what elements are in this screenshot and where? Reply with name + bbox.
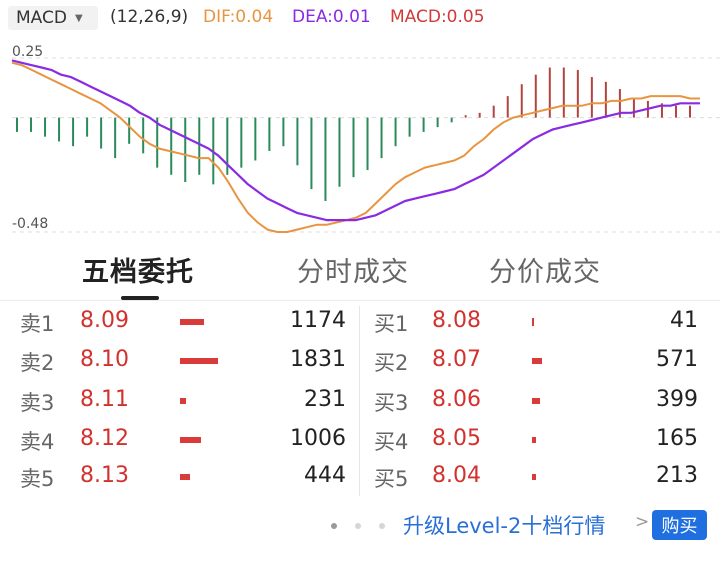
order-volume: 165 (656, 426, 698, 451)
order-volume: 399 (656, 387, 698, 412)
volume-bar (180, 358, 218, 364)
volume-bar (532, 358, 542, 364)
page-dot (379, 523, 385, 529)
buy-button[interactable]: 购买 (652, 510, 707, 540)
order-price: 8.05 (432, 426, 481, 451)
footer: 升级Level-2十档行情 > 购买 (0, 506, 720, 542)
sell-row: 卖1 8.09 1174 (0, 304, 358, 340)
order-price: 8.07 (432, 347, 481, 372)
buy-row: 买5 8.04 213 (360, 459, 720, 495)
order-level-label: 卖2 (20, 351, 55, 375)
volume-bar (180, 319, 204, 325)
page-dot (355, 523, 361, 529)
order-price: 8.12 (80, 426, 129, 451)
indicator-select[interactable]: MACD ▼ (8, 6, 98, 30)
sell-row: 卖3 8.11 231 (0, 383, 358, 419)
order-price: 8.09 (80, 308, 129, 333)
axis-label-bottom: -0.48 (12, 216, 49, 232)
order-price: 8.06 (432, 387, 481, 412)
dif-line (11, 61, 700, 233)
dea-line (11, 59, 700, 222)
order-volume: 213 (656, 463, 698, 488)
buy-row: 买1 8.08 41 (360, 304, 720, 340)
order-price: 8.10 (80, 347, 129, 372)
order-level-label: 卖3 (20, 391, 55, 415)
macd-params: (12,26,9) (110, 7, 189, 27)
buy-row: 买2 8.07 571 (360, 343, 720, 379)
macd-header: MACD ▼ (12,26,9) DIF:0.04 DEA:0.01 MACD:… (0, 0, 720, 36)
order-tabs: 五档委托 分时成交 分价成交 (0, 238, 720, 300)
order-level-label: 卖5 (20, 467, 55, 491)
sell-row: 卖2 8.10 1831 (0, 343, 358, 379)
order-level-label: 卖1 (20, 312, 55, 336)
order-price: 8.08 (432, 308, 481, 333)
sell-row: 卖4 8.12 1006 (0, 422, 358, 458)
sell-row: 卖5 8.13 444 (0, 459, 358, 495)
order-level-label: 卖4 (20, 430, 55, 454)
order-level-label: 买1 (374, 312, 409, 336)
dea-value: DEA:0.01 (292, 7, 371, 27)
order-volume: 444 (304, 463, 346, 488)
macd-chart-svg (11, 57, 720, 233)
macd-chart (0, 36, 720, 236)
order-level-label: 买5 (374, 467, 409, 491)
order-price: 8.04 (432, 463, 481, 488)
buy-row: 买3 8.06 399 (360, 383, 720, 419)
volume-bar (532, 398, 540, 404)
order-volume: 231 (304, 387, 346, 412)
order-volume: 41 (670, 308, 698, 333)
chevron-right-icon: > (635, 512, 650, 532)
order-volume: 1006 (290, 426, 346, 451)
order-level-label: 买4 (374, 430, 409, 454)
tab-active-indicator (121, 296, 159, 300)
order-level-label: 买2 (374, 351, 409, 375)
order-level-label: 买3 (374, 391, 409, 415)
order-price: 8.11 (80, 387, 129, 412)
volume-bar (532, 437, 536, 443)
upgrade-level2-link[interactable]: 升级Level-2十档行情 (403, 514, 606, 538)
dif-value: DIF:0.04 (203, 7, 274, 27)
tab-five-level[interactable]: 五档委托 (82, 257, 194, 288)
tab-price-trades[interactable]: 分价成交 (489, 257, 601, 288)
indicator-label: MACD (16, 8, 67, 28)
volume-bar (532, 318, 534, 326)
volume-bar (180, 474, 190, 480)
buy-orders: 买1 8.08 41 买2 8.07 571 买3 8.06 399 买4 8.… (360, 302, 720, 502)
chevron-down-icon: ▼ (74, 12, 83, 24)
sell-orders: 卖1 8.09 1174 卖2 8.10 1831 卖3 8.11 231 卖4… (0, 302, 358, 502)
tab-time-trades[interactable]: 分时成交 (297, 257, 409, 288)
order-volume: 571 (656, 347, 698, 372)
order-price: 8.13 (80, 463, 129, 488)
column-divider (359, 306, 360, 496)
volume-bar (532, 474, 536, 480)
volume-bar (180, 398, 186, 404)
order-volume: 1174 (290, 308, 346, 333)
volume-bar (180, 437, 201, 443)
macd-value: MACD:0.05 (390, 7, 485, 27)
order-volume: 1831 (290, 347, 346, 372)
divider (0, 300, 720, 301)
page-dot (331, 523, 337, 529)
axis-label-top: 0.25 (12, 44, 44, 60)
buy-row: 买4 8.05 165 (360, 422, 720, 458)
